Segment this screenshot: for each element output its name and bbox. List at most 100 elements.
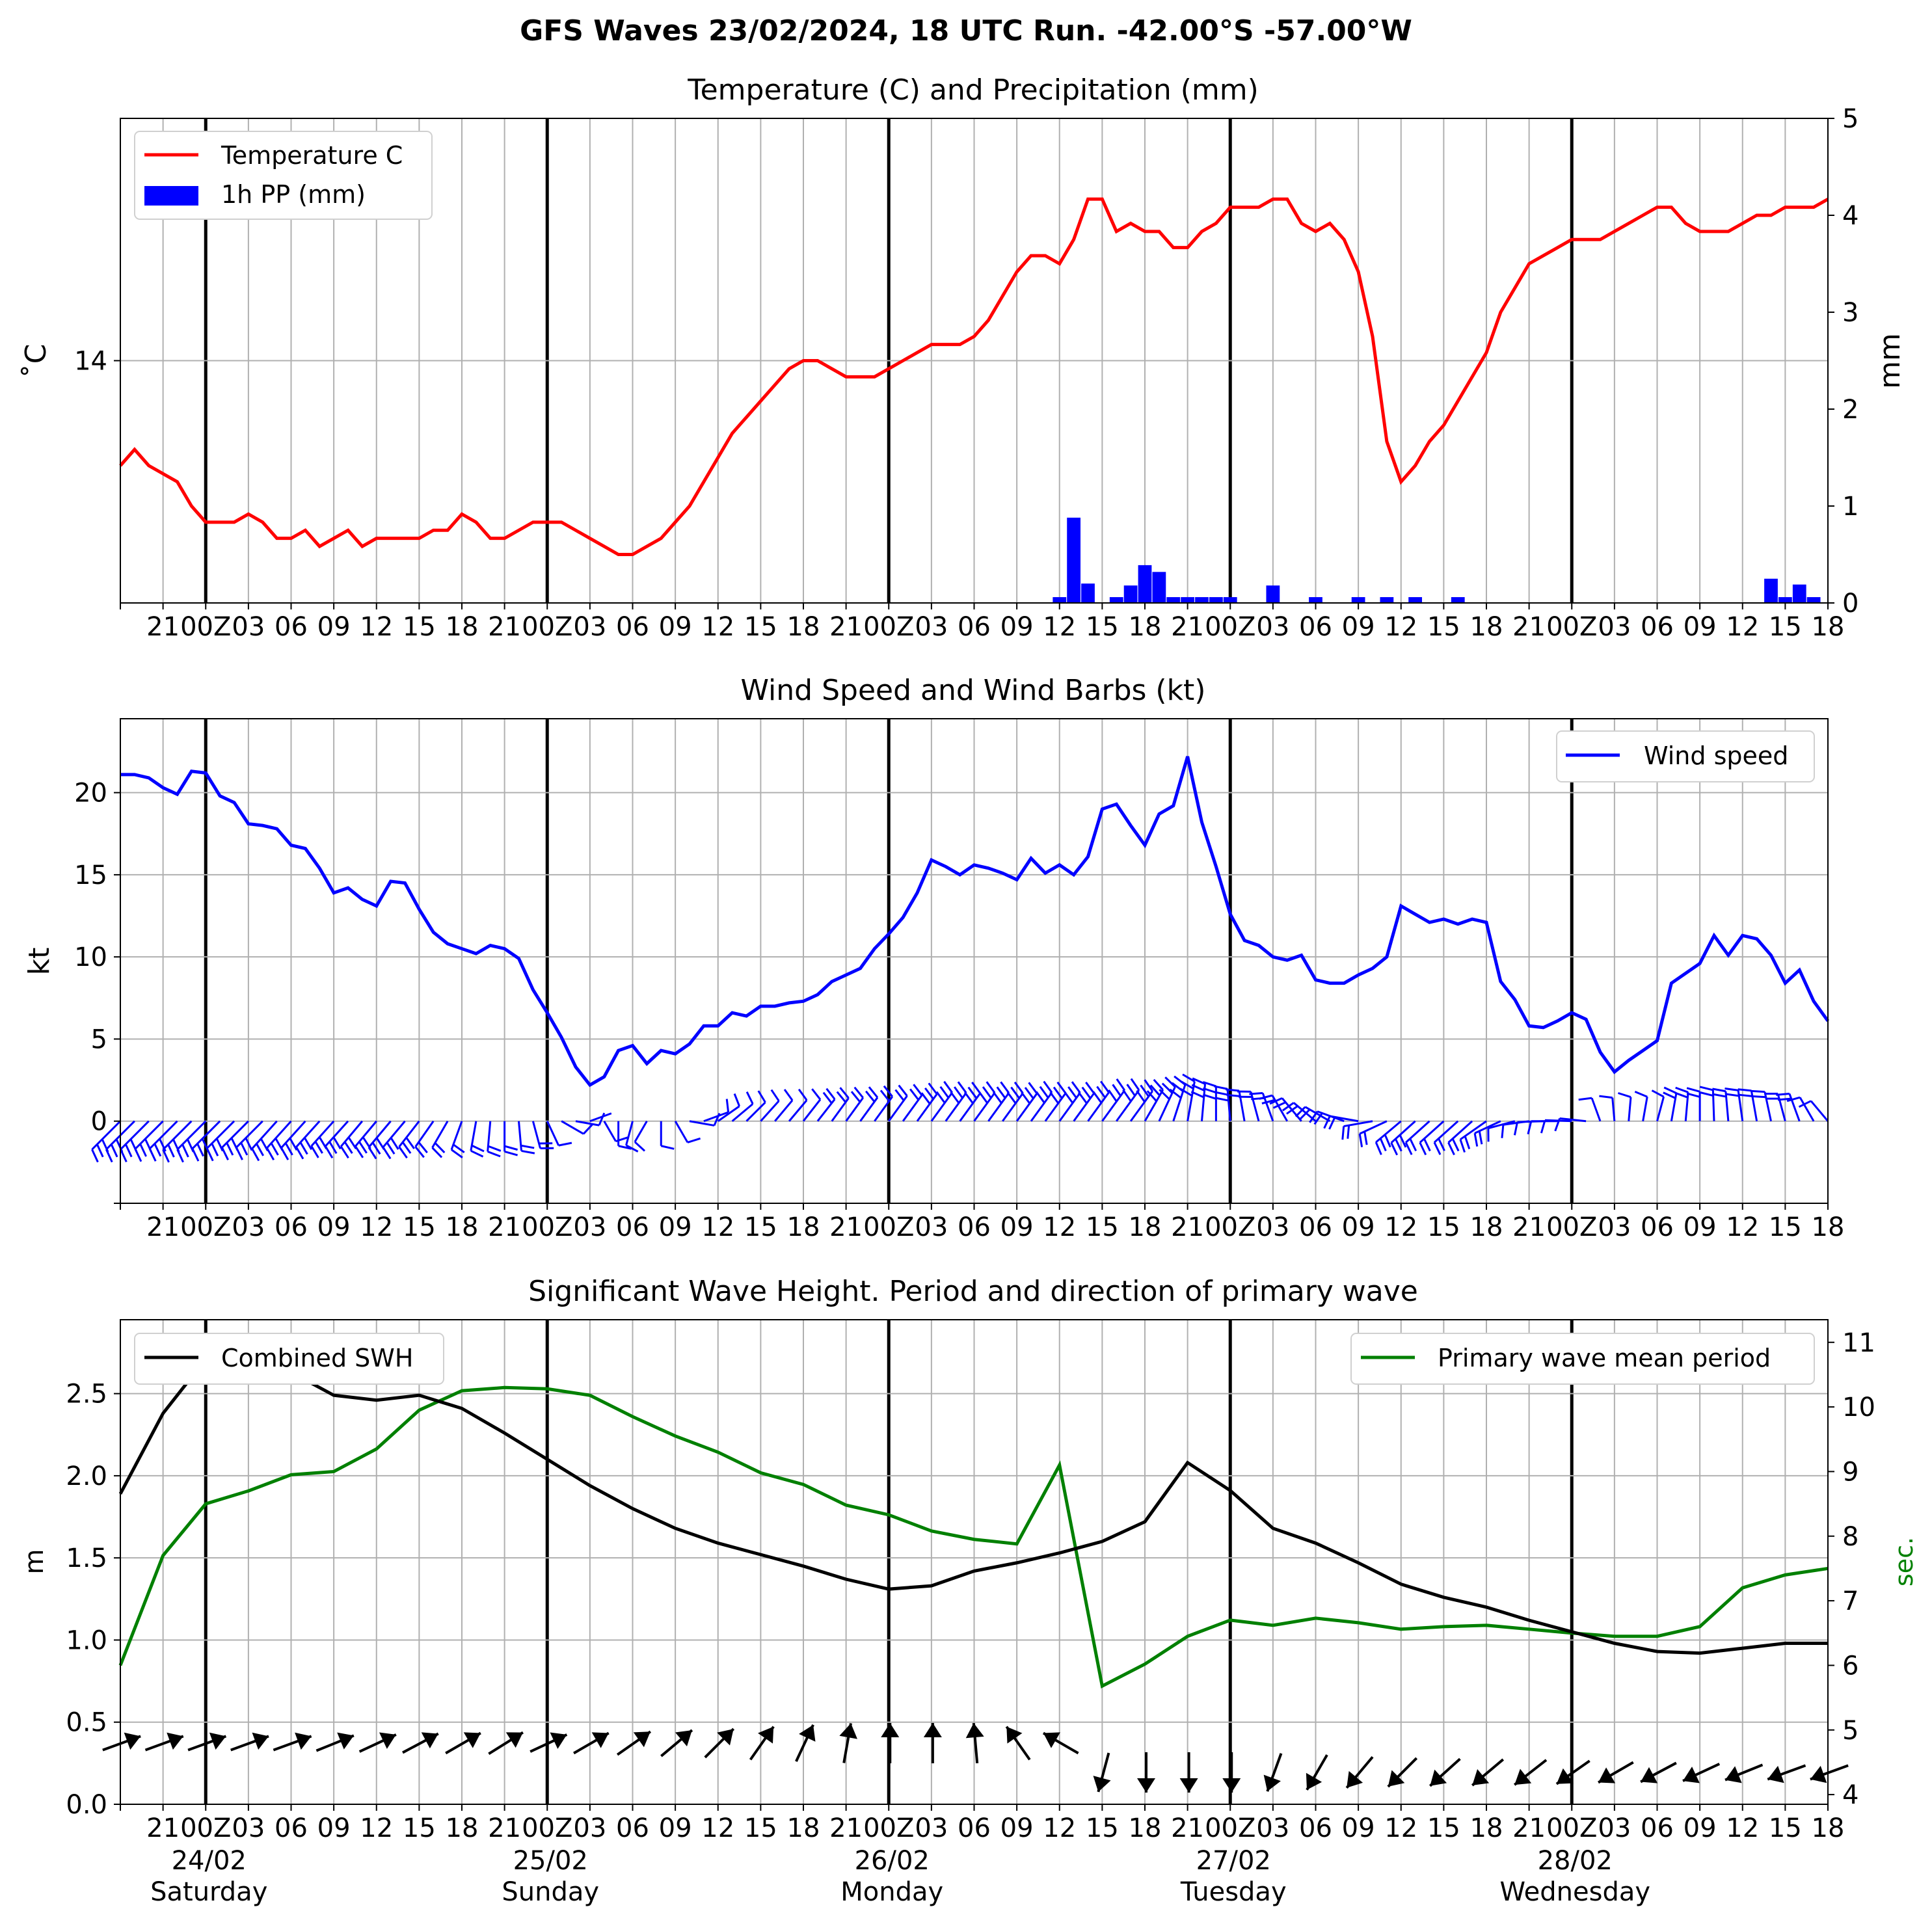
arrow-head — [1388, 1770, 1405, 1787]
x-tick-label: 00Z — [522, 1212, 572, 1242]
wind-barb-feather — [939, 1086, 950, 1099]
wind-barb-feather — [1214, 1085, 1228, 1090]
wind-barb — [91, 1120, 122, 1163]
figure-title: GFS Waves 23/02/2024, 18 UTC Run. -42.00… — [520, 14, 1412, 47]
wind-barb-feather — [1214, 1097, 1229, 1102]
wave-direction-arrow — [187, 1732, 227, 1752]
period-legend: Primary wave mean period — [1350, 1333, 1815, 1385]
arrow-head — [1641, 1767, 1658, 1783]
wind-barb-feather — [91, 1149, 99, 1163]
wind-barb-feather — [245, 1137, 253, 1151]
swh-legend-label: Combined SWH — [221, 1344, 413, 1372]
wind-barb — [1764, 1092, 1786, 1122]
day-date-label: 25/02 — [513, 1846, 588, 1876]
wind-barb — [1030, 1080, 1053, 1122]
wind-barb — [845, 1086, 864, 1122]
precip-bar — [1067, 517, 1081, 603]
wave-direction-arrow — [1387, 1757, 1418, 1788]
wind-barb — [731, 1091, 754, 1122]
wind-barb-feather — [1164, 1076, 1176, 1088]
wind-barb — [235, 1120, 263, 1160]
x-tick-label: 03 — [915, 1813, 948, 1843]
wind-barb-staff — [788, 1099, 808, 1122]
wind-barb-feather — [295, 1146, 304, 1160]
day-date-label: 28/02 — [1538, 1846, 1613, 1876]
arrow-head — [1093, 1776, 1111, 1792]
wind-barb-feather — [725, 1099, 730, 1113]
x-tick-label: 09 — [1000, 1212, 1034, 1242]
wind-barb-feather — [1067, 1086, 1077, 1099]
wind-barb-feather — [898, 1084, 908, 1097]
wind-barb-staff — [1810, 1100, 1829, 1122]
arrow-head — [633, 1731, 651, 1748]
wind-barb — [1651, 1089, 1665, 1122]
x-tick-label: 18 — [1812, 612, 1845, 642]
wind-barb-feather — [558, 1141, 572, 1147]
wind-barb-feather — [266, 1147, 275, 1161]
wind-barb-feather — [924, 1087, 935, 1100]
x-tick-label: 21 — [829, 1212, 863, 1242]
y-tick-label: 1.0 — [66, 1625, 107, 1655]
wind-barb-feather — [96, 1143, 104, 1158]
wind-barb-feather — [299, 1141, 308, 1155]
wind-barb-staff — [120, 1120, 150, 1151]
wind-barb-feather — [909, 1088, 920, 1101]
y-tick-label: 15 — [74, 861, 107, 890]
wind-barb-feather — [235, 1147, 243, 1160]
y-tick-label: 10 — [74, 942, 107, 972]
wave-direction-arrows — [102, 1722, 1849, 1793]
period-legend-label: Primary wave mean period — [1438, 1344, 1771, 1372]
x-tick-label: 15 — [403, 1212, 436, 1242]
wind-barb — [324, 1120, 349, 1159]
arrow-head — [675, 1730, 692, 1746]
wind-barb-feather — [1390, 1142, 1399, 1156]
precip-bar — [1764, 578, 1778, 603]
wind-barb-feather — [1039, 1086, 1049, 1099]
wind-barb — [1358, 1120, 1388, 1147]
wave-direction-arrow — [616, 1730, 652, 1756]
wind-barb — [1776, 1093, 1801, 1122]
precip-bar — [1223, 597, 1237, 603]
x-tick-label: 15 — [403, 1813, 436, 1843]
day-name-label: Tuesday — [1180, 1877, 1287, 1907]
wave-direction-arrow — [749, 1726, 775, 1761]
y-tick-label: 20 — [74, 779, 107, 808]
y2-tick-label: 4 — [1842, 201, 1858, 231]
wind-barb-feather — [1169, 1088, 1182, 1099]
wind-barb — [1295, 1106, 1331, 1123]
wind-barb-feather — [1347, 1125, 1350, 1139]
arrow-head — [295, 1732, 312, 1750]
arrow-head — [1598, 1767, 1616, 1783]
wind-barb-feather — [1313, 1112, 1323, 1125]
wind-barb-feather — [1202, 1087, 1216, 1094]
wind-barb — [1433, 1120, 1459, 1155]
wind-barb-feather — [913, 1084, 923, 1096]
wind-barb-staff — [689, 1120, 715, 1127]
wind-barb-feather — [181, 1143, 189, 1158]
x-tick-label: 09 — [1342, 1212, 1375, 1242]
wind-barb-staff — [206, 1120, 235, 1149]
wave-direction-arrow — [315, 1732, 355, 1752]
wind-barb-feather — [1153, 1078, 1164, 1091]
wind-barb-feather — [431, 1147, 443, 1158]
wind-barb-feather — [1081, 1086, 1092, 1099]
wind-barb-staff — [561, 1120, 584, 1135]
arrow-head — [799, 1724, 816, 1742]
wind-ticks: 21 00Z 03 06 09 12 15 18 21 00Z 03 06 09 12 15 18 21 00Z 0… — [74, 779, 1844, 1242]
wind-barb-feather — [139, 1143, 147, 1157]
wind-barb-feather — [1202, 1093, 1216, 1100]
x-tick-label: 15 — [1427, 612, 1460, 642]
wind-barb-feather — [1700, 1091, 1713, 1097]
x-tick-label: 21 — [488, 612, 521, 642]
precip-bar — [1792, 584, 1806, 603]
wind-barb — [1129, 1079, 1153, 1122]
x-tick-label: 21 — [1171, 612, 1204, 642]
day-date-label: 26/02 — [855, 1846, 930, 1876]
x-tick-label: 15 — [1427, 1212, 1460, 1242]
wind-barb — [745, 1090, 766, 1122]
x-tick-label: 09 — [659, 612, 692, 642]
wind-barb-feather — [618, 1145, 632, 1150]
x-tick-label: 00Z — [1205, 612, 1255, 642]
wind-barb — [1699, 1086, 1715, 1121]
x-tick-label: 09 — [1000, 1813, 1034, 1843]
